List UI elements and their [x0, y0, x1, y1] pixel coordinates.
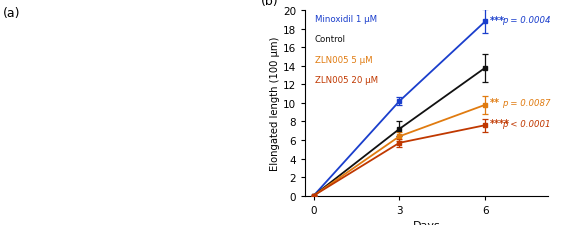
Text: **: **: [489, 98, 499, 108]
Text: ZLN005 5 μM: ZLN005 5 μM: [315, 56, 372, 65]
Text: Control: Control: [315, 35, 346, 44]
Text: (a): (a): [3, 7, 20, 20]
Text: ZLN005 20 μM: ZLN005 20 μM: [315, 76, 378, 85]
Text: p = 0.0087: p = 0.0087: [502, 98, 551, 107]
X-axis label: Days: Days: [412, 220, 441, 225]
Text: p < 0.0001: p < 0.0001: [502, 119, 551, 128]
Text: (b): (b): [262, 0, 279, 8]
Text: p = 0.0004: p = 0.0004: [502, 16, 551, 25]
Text: ***: ***: [489, 16, 505, 25]
Text: Minoxidil 1 μM: Minoxidil 1 μM: [315, 15, 377, 24]
Y-axis label: Elongated length (100 μm): Elongated length (100 μm): [270, 37, 280, 170]
Text: ****: ****: [489, 119, 510, 129]
